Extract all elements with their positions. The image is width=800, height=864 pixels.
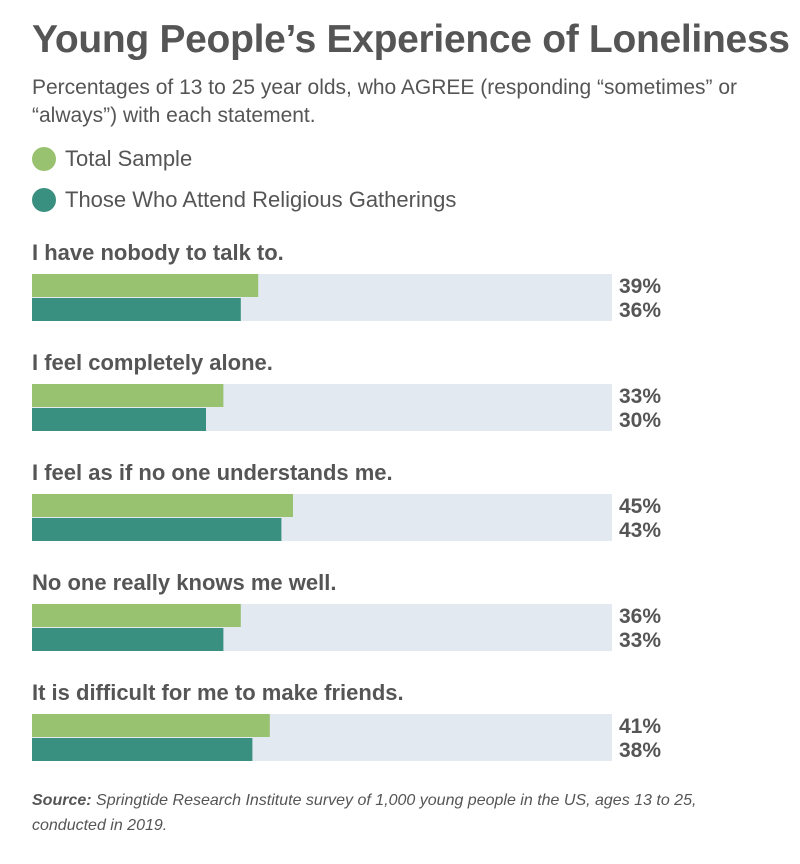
bar	[32, 714, 270, 737]
bar	[32, 518, 282, 541]
value-label: 43%	[619, 519, 661, 542]
bar	[32, 408, 206, 431]
bar	[32, 384, 224, 407]
category-label: I have nobody to talk to.	[32, 240, 284, 265]
bar	[32, 298, 241, 321]
bar-chart: I have nobody to talk to.39%36%I feel co…	[32, 240, 661, 762]
chart-subtitle: Percentages of 13 to 25 year olds, who A…	[32, 76, 738, 127]
legend-label-total-sample: Total Sample	[65, 145, 193, 171]
bar	[32, 274, 259, 297]
category-label: I feel as if no one understands me.	[32, 460, 393, 485]
bar	[32, 494, 293, 517]
bar	[32, 604, 241, 627]
value-label: 45%	[619, 495, 661, 518]
source-prefix: Source:	[32, 792, 92, 809]
bar	[32, 628, 224, 651]
legend-item-total-sample: Total Sample	[32, 146, 456, 171]
bar	[32, 738, 253, 761]
value-label: 38%	[619, 739, 661, 762]
legend-label-religious-gatherings: Those Who Attend Religious Gatherings	[65, 186, 457, 212]
category-label: It is difficult for me to make friends.	[32, 680, 404, 705]
value-label: 41%	[619, 715, 661, 738]
value-label: 39%	[619, 275, 661, 298]
category-label: I feel completely alone.	[32, 350, 273, 375]
value-label: 36%	[619, 299, 661, 322]
source-text: Springtide Research Institute survey of …	[32, 792, 697, 834]
value-label: 33%	[619, 385, 661, 408]
category-label: No one really knows me well.	[32, 570, 336, 595]
value-label: 30%	[619, 409, 661, 432]
source-note: Source: Springtide Research Institute su…	[32, 788, 772, 838]
legend-swatch-religious-gatherings	[32, 187, 56, 212]
value-label: 36%	[619, 605, 661, 628]
chart-title: Young People’s Experience of Loneliness	[32, 18, 790, 61]
legend: Total Sample Those Who Attend Religious …	[32, 146, 456, 228]
legend-swatch-total-sample	[32, 146, 56, 171]
value-label: 33%	[619, 629, 661, 652]
legend-item-religious-gatherings: Those Who Attend Religious Gatherings	[32, 187, 456, 212]
